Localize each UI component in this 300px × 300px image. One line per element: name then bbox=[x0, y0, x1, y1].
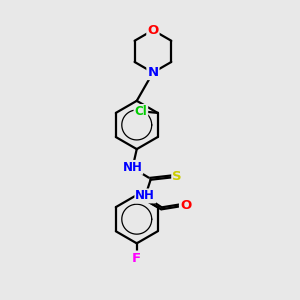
Text: Cl: Cl bbox=[134, 105, 147, 118]
Text: F: F bbox=[132, 252, 141, 265]
Text: NH: NH bbox=[122, 161, 142, 174]
Text: NH: NH bbox=[135, 189, 155, 203]
Text: O: O bbox=[180, 199, 191, 212]
Text: S: S bbox=[172, 170, 182, 183]
Text: O: O bbox=[147, 24, 159, 37]
Text: N: N bbox=[147, 66, 158, 79]
